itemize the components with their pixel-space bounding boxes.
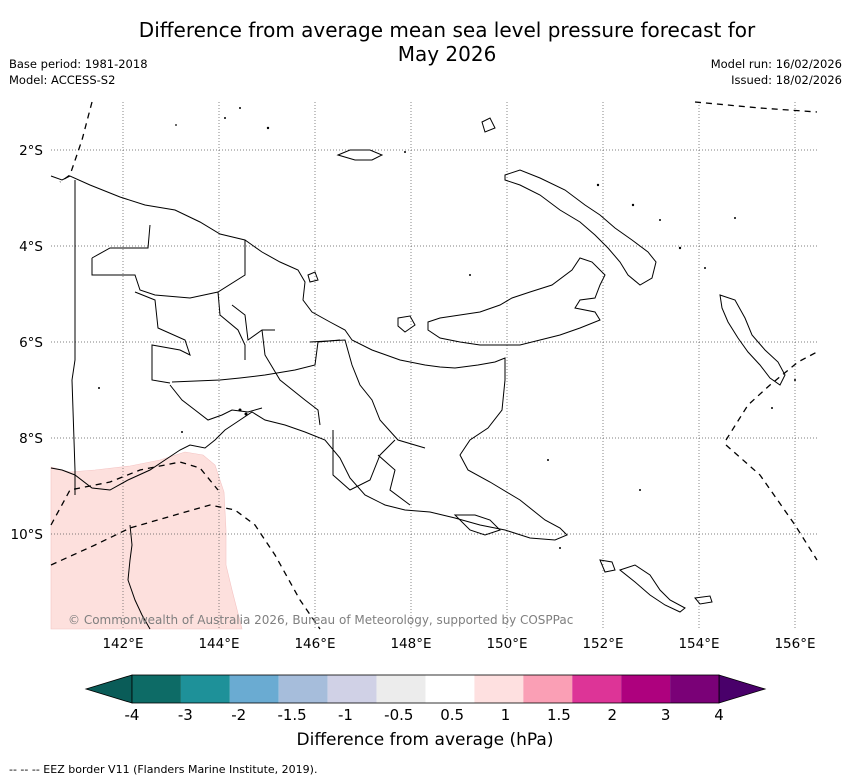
colorbar-swatch — [572, 675, 622, 703]
title-line-2: May 2026 — [397, 42, 497, 66]
colorbar-swatch — [376, 675, 426, 703]
eez-legend: -- -- -- EEZ border V11 (Flanders Marine… — [9, 763, 318, 776]
lat-label: 4°S — [19, 239, 43, 255]
lat-labels: 2°S 4°S 6°S 8°S 10°S — [11, 143, 44, 543]
lon-label: 148°E — [390, 636, 431, 652]
coastlines — [50, 117, 786, 630]
small-islands — [98, 107, 796, 549]
lat-label: 8°S — [19, 431, 43, 447]
colorbar-swatch — [180, 675, 230, 703]
colorbar-swatch — [670, 675, 719, 703]
model-run: Model run: 16/02/2026 — [710, 57, 842, 71]
colorbar-tick-label: -2 — [231, 706, 246, 724]
title-line-1: Difference from average mean sea level p… — [138, 18, 756, 42]
model-name: Model: ACCESS-S2 — [9, 73, 116, 87]
colorbar-tick-label: 4 — [714, 706, 724, 724]
lon-label: 146°E — [294, 636, 335, 652]
lon-label: 144°E — [198, 636, 239, 652]
colorbar-tick-label: -0.5 — [384, 706, 413, 724]
lon-label: 156°E — [774, 636, 815, 652]
colorbar-extend-high — [718, 674, 767, 704]
lon-label: 142°E — [102, 636, 143, 652]
colorbar-tick-label: 1.5 — [547, 706, 571, 724]
colorbar-frame — [131, 674, 720, 704]
colorbar-tick-label: 3 — [661, 706, 671, 724]
colorbar-swatch — [425, 675, 475, 703]
issued-date: Issued: 18/02/2026 — [731, 73, 842, 87]
colorbar — [84, 674, 767, 704]
colorbar-tick-label: -3 — [178, 706, 193, 724]
lon-label: 154°E — [678, 636, 719, 652]
colorbar-extend-low — [84, 674, 133, 704]
colorbar-swatch — [229, 675, 279, 703]
lon-labels: 142°E 144°E 146°E 148°E 150°E 152°E 154°… — [102, 636, 815, 652]
colorbar-swatch — [621, 675, 671, 703]
colorbar-tick-label: 0.5 — [440, 706, 464, 724]
colorbar-swatch — [327, 675, 377, 703]
lat-label: 10°S — [11, 527, 44, 543]
lon-label: 152°E — [582, 636, 623, 652]
lat-label: 2°S — [19, 143, 43, 159]
colorbar-tick-label: -1.5 — [277, 706, 306, 724]
colorbar-caption: Difference from average (hPa) — [296, 730, 554, 750]
colorbar-swatch — [523, 675, 573, 703]
lon-label: 150°E — [486, 636, 527, 652]
meta-right: Model run: 16/02/2026 Issued: 18/02/2026 — [711, 56, 842, 88]
colorbar-swatch — [132, 675, 181, 703]
anomaly-region — [50, 451, 243, 630]
lat-label: 6°S — [19, 335, 43, 351]
colorbar-labels: -4 -3 -2 -1.5 -1 -0.5 0.5 1 1.5 2 3 4 — [125, 706, 724, 724]
colorbar-tick-label: 1 — [501, 706, 511, 724]
colorbar-swatch — [474, 675, 524, 703]
copyright-notice: © Commonwealth of Australia 2026, Bureau… — [68, 613, 574, 627]
colorbar-tick-label: -4 — [125, 706, 140, 724]
colorbar-tick-label: -1 — [338, 706, 353, 724]
meta-left: Base period: 1981-2018 Model: ACCESS-S2 — [9, 56, 148, 88]
base-period: Base period: 1981-2018 — [9, 57, 148, 71]
chart-title: Difference from average mean sea level p… — [0, 18, 850, 66]
colorbar-swatch — [278, 675, 328, 703]
colorbar-tick-label: 2 — [607, 706, 617, 724]
gridlines — [51, 102, 817, 629]
